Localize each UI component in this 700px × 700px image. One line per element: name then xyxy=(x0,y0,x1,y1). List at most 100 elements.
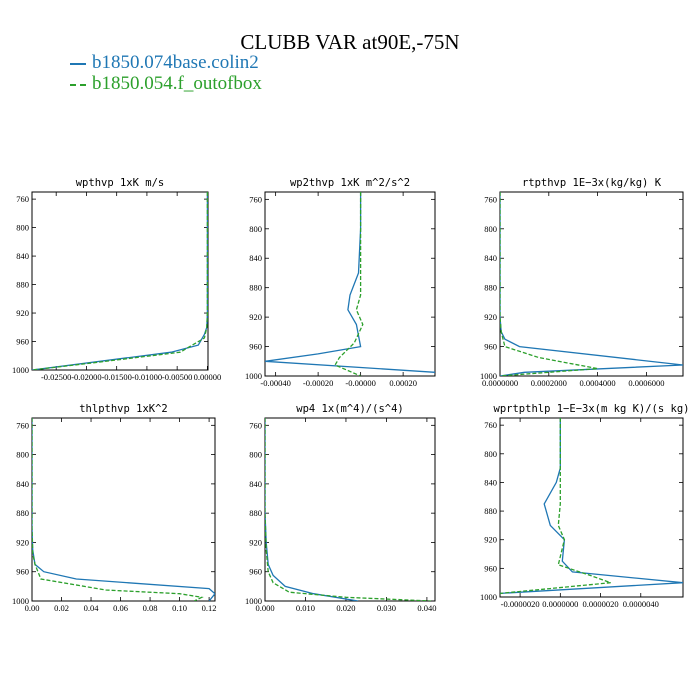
y-tick-label: 760 xyxy=(16,420,29,430)
legend-label-base: b1850.074base.colin2 xyxy=(92,52,259,73)
y-tick-label: 960 xyxy=(16,567,29,577)
y-tick-label: 760 xyxy=(484,420,497,430)
y-tick-label: 840 xyxy=(249,253,262,263)
x-tick-label: -0.02000 xyxy=(71,372,101,382)
y-tick-label: 920 xyxy=(249,537,262,547)
y-tick-label: 760 xyxy=(249,194,262,204)
x-tick-label: 0.06 xyxy=(113,603,128,613)
x-tick-label: 0.0004000 xyxy=(580,378,616,388)
subplot-5: wp4 1x(m^4)/(s^4)76080084088092096010000… xyxy=(245,403,436,613)
y-tick-label: 960 xyxy=(249,567,262,577)
y-tick-label: 1000 xyxy=(245,596,262,606)
y-tick-label: 880 xyxy=(484,283,497,293)
x-tick-label: 0.020 xyxy=(336,603,355,613)
legend-line-outofbox xyxy=(70,83,86,86)
y-tick-label: 880 xyxy=(249,508,262,518)
x-tick-label: 0.12 xyxy=(202,603,217,613)
y-tick-label: 920 xyxy=(16,308,29,318)
subplot-title: thlpthvp 1xK^2 xyxy=(79,403,168,415)
x-tick-label: -0.00020 xyxy=(303,378,333,388)
y-tick-label: 800 xyxy=(484,449,497,459)
y-tick-label: 800 xyxy=(16,450,29,460)
x-tick-label: 0.010 xyxy=(296,603,315,613)
series-line-outofbox xyxy=(500,418,611,595)
y-tick-label: 960 xyxy=(484,563,497,573)
x-tick-label: 0.0000000 xyxy=(482,378,518,388)
y-tick-label: 880 xyxy=(16,280,29,290)
y-tick-label: 800 xyxy=(16,223,29,233)
series-line-outofbox xyxy=(334,192,364,376)
y-tick-label: 760 xyxy=(249,420,262,430)
y-tick-label: 920 xyxy=(16,537,29,547)
x-tick-label: 0.0006000 xyxy=(628,378,664,388)
y-tick-label: 1000 xyxy=(245,371,262,381)
y-tick-label: 920 xyxy=(484,312,497,322)
x-tick-label: 0.04 xyxy=(84,603,100,613)
x-tick-label: 0.0002000 xyxy=(531,378,567,388)
subplot-title: wp4 1x(m^4)/(s^4) xyxy=(296,403,403,415)
x-tick-label: 0.00020 xyxy=(389,378,417,388)
y-tick-label: 800 xyxy=(249,224,262,234)
subplot-4: thlpthvp 1xK^2 760 800 840 880 920 960 10000.00… xyxy=(12,403,217,613)
x-tick-label: 0.0000000 xyxy=(542,599,578,609)
subplot-6: wprtpthlp 1−E−3x(m kg K)/(s kg) 760 800 840… xyxy=(480,403,689,609)
x-tick-label: 0.0000020 xyxy=(582,599,618,609)
legend-entry-base: b1850.074base.colin2 xyxy=(70,52,259,74)
series-line-outofbox xyxy=(500,192,598,376)
y-tick-label: 840 xyxy=(249,479,262,489)
y-tick-label: 960 xyxy=(16,337,29,347)
x-tick-label: -0.0000020 xyxy=(501,599,540,609)
series-line-base xyxy=(500,418,683,595)
x-tick-label: -0.01500 xyxy=(101,372,131,382)
x-tick-label: 0.040 xyxy=(417,603,436,613)
plot-frame xyxy=(264,417,436,602)
subplot-title: wp2thvp 1xK m^2/s^2 xyxy=(290,177,410,189)
y-tick-label: 1000 xyxy=(12,596,29,606)
y-tick-label: 920 xyxy=(249,312,262,322)
y-tick-label: 840 xyxy=(484,477,497,487)
y-tick-label: 800 xyxy=(484,224,497,234)
y-tick-label: 880 xyxy=(484,506,497,516)
subplot-3: rtpthvp 1E−3x(kg/kg) K 760 800 840 880 920 960… xyxy=(480,177,684,388)
plot-frame xyxy=(499,417,684,598)
y-tick-label: 880 xyxy=(249,283,262,293)
x-tick-label: 0.030 xyxy=(377,603,396,613)
y-tick-label: 1000 xyxy=(480,371,497,381)
x-tick-label: 0.08 xyxy=(143,603,158,613)
plot-frame xyxy=(499,191,684,377)
x-tick-label: 0.0000040 xyxy=(623,599,659,609)
series-line-base xyxy=(32,192,208,370)
series-line-base xyxy=(265,418,359,601)
y-tick-label: 960 xyxy=(484,342,497,352)
legend-label-outofbox: b1850.054.f_outofbox xyxy=(92,73,262,94)
y-tick-label: 800 xyxy=(249,450,262,460)
subplot-title: wpthvp 1xK m/s xyxy=(76,177,165,189)
x-tick-label: -0.00500 xyxy=(162,372,192,382)
y-tick-label: 840 xyxy=(16,479,29,489)
y-tick-label: 1000 xyxy=(480,592,497,602)
y-tick-label: 1000 xyxy=(12,365,29,375)
y-tick-label: 840 xyxy=(484,253,497,263)
figure-title: CLUBB VAR at90E,-75N xyxy=(240,30,460,54)
plot-frame xyxy=(31,191,209,371)
x-tick-label: -0.02500 xyxy=(41,372,71,382)
x-tick-label: -0.00000 xyxy=(345,378,375,388)
x-tick-label: 0.02 xyxy=(54,603,69,613)
y-tick-label: 960 xyxy=(249,342,262,352)
x-tick-label: -0.01000 xyxy=(132,372,162,382)
x-tick-label: 0.00 xyxy=(25,603,40,613)
series-line-base xyxy=(32,418,215,601)
legend-entry-outofbox: b1850.054.f_outofbox xyxy=(70,73,262,95)
x-tick-label: 0.10 xyxy=(172,603,187,613)
series-line-outofbox xyxy=(32,192,208,370)
y-tick-label: 920 xyxy=(484,535,497,545)
legend-line-base xyxy=(70,62,86,65)
y-tick-label: 760 xyxy=(16,194,29,204)
x-tick-label: 0.000 xyxy=(255,603,274,613)
plot-frame xyxy=(264,191,436,377)
subplot-title: wprtpthlp 1−E−3x(m kg K)/(s kg) xyxy=(494,403,690,415)
subplot-2: wp2thvp 1xK m^2/s^2 760 800 840 880 920 960 100… xyxy=(245,177,436,388)
subplot-title: rtpthvp 1E−3x(kg/kg) K xyxy=(522,177,662,189)
series-line-outofbox xyxy=(32,418,204,601)
